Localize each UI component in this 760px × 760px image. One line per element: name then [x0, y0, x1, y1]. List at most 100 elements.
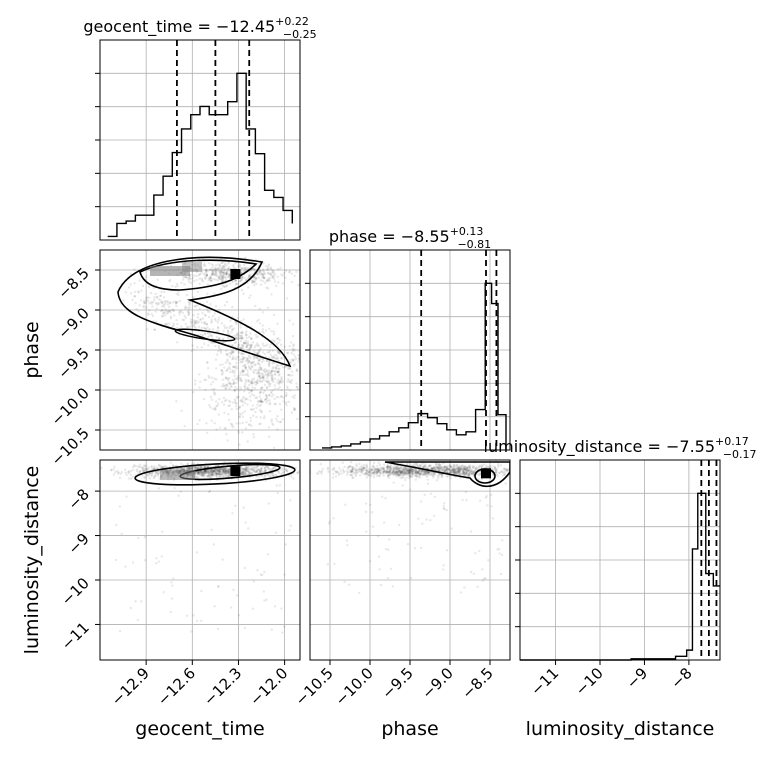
sample-point	[268, 349, 271, 353]
sample-point	[434, 467, 437, 471]
sample-point	[278, 380, 281, 383]
sample-point	[225, 383, 229, 387]
sample-point	[231, 369, 234, 372]
sample-point	[233, 374, 236, 378]
sample-point	[410, 471, 414, 475]
sample-point	[148, 472, 151, 476]
sample-point	[376, 469, 379, 472]
sample-point	[161, 305, 164, 308]
sample-point	[479, 472, 482, 475]
sample-point	[213, 393, 216, 396]
sample-point	[389, 466, 392, 469]
sample-point	[273, 605, 277, 608]
sample-point	[410, 468, 413, 471]
sample-point	[277, 381, 281, 385]
sample-point	[424, 463, 427, 466]
sample-point	[387, 465, 390, 469]
sample-point	[257, 352, 260, 355]
sample-point	[214, 472, 218, 475]
sample-point	[257, 372, 261, 375]
sample-point	[258, 375, 262, 378]
sample-point	[252, 268, 256, 271]
sample-point	[254, 304, 257, 308]
sample-point	[395, 468, 399, 471]
sample-point	[342, 471, 346, 474]
sample-point	[307, 408, 309, 410]
sample-point	[406, 473, 410, 476]
sample-point	[241, 346, 244, 349]
sample-point	[363, 471, 367, 475]
sample-point	[217, 467, 221, 471]
line-layer	[107, 40, 720, 661]
sample-point	[426, 472, 430, 475]
sample-point	[244, 346, 248, 349]
sample-point	[280, 378, 283, 382]
sample-point	[196, 346, 199, 349]
sample-point	[209, 277, 212, 280]
sample-point	[219, 349, 223, 353]
sample-point	[391, 472, 394, 475]
sample-point	[399, 470, 403, 474]
sample-point	[351, 468, 354, 471]
sample-point	[464, 471, 468, 474]
sample-point	[222, 264, 225, 268]
sample-point	[145, 296, 148, 299]
sample-point	[220, 473, 223, 477]
sample-point	[408, 469, 412, 472]
sample-point	[276, 415, 279, 418]
sample-point	[267, 502, 270, 505]
sample-point	[390, 470, 394, 474]
sample-point	[512, 472, 514, 474]
sample-point	[267, 363, 271, 367]
sample-point	[261, 311, 265, 314]
sample-point	[405, 476, 408, 479]
sample-point	[280, 395, 283, 398]
sample-point	[408, 476, 411, 480]
sample-point	[457, 471, 461, 474]
sample-point	[248, 395, 252, 398]
sample-point	[464, 471, 467, 475]
sample-point	[145, 464, 148, 468]
sample-point	[402, 469, 406, 472]
sample-point	[268, 384, 271, 388]
sample-point	[144, 301, 147, 304]
sample-point	[224, 472, 227, 475]
sample-point	[271, 474, 275, 478]
sample-point	[397, 468, 401, 471]
sample-point	[199, 471, 203, 474]
sample-point	[190, 467, 193, 470]
sample-point	[254, 466, 257, 470]
sample-point	[398, 473, 401, 476]
sample-point	[385, 470, 388, 473]
sample-point	[208, 469, 211, 472]
sample-point	[267, 394, 271, 397]
sample-point	[322, 386, 324, 388]
sample-point	[212, 470, 216, 473]
sample-point	[415, 474, 418, 478]
sample-point	[293, 363, 296, 366]
sample-point	[120, 532, 123, 536]
sample-point	[424, 470, 428, 474]
sample-point	[234, 340, 238, 344]
sample-point	[473, 467, 477, 470]
sample-point	[223, 366, 226, 369]
sample-point	[208, 489, 212, 493]
sample-point	[225, 272, 228, 275]
sample-point	[301, 362, 303, 364]
sample-point	[396, 472, 400, 475]
sample-point	[273, 372, 277, 376]
sample-point	[213, 406, 217, 409]
sample-point	[291, 359, 295, 363]
sample-point	[171, 308, 174, 311]
sample-point	[253, 345, 257, 349]
sample-point	[315, 388, 317, 390]
sample-point	[200, 472, 203, 476]
sample-point	[337, 473, 341, 476]
sample-point	[152, 300, 155, 304]
sample-point	[463, 473, 467, 476]
sample-point	[486, 465, 489, 468]
sample-point	[244, 339, 247, 342]
sample-point	[187, 466, 190, 469]
sample-point	[358, 467, 362, 471]
sample-point	[401, 470, 404, 473]
